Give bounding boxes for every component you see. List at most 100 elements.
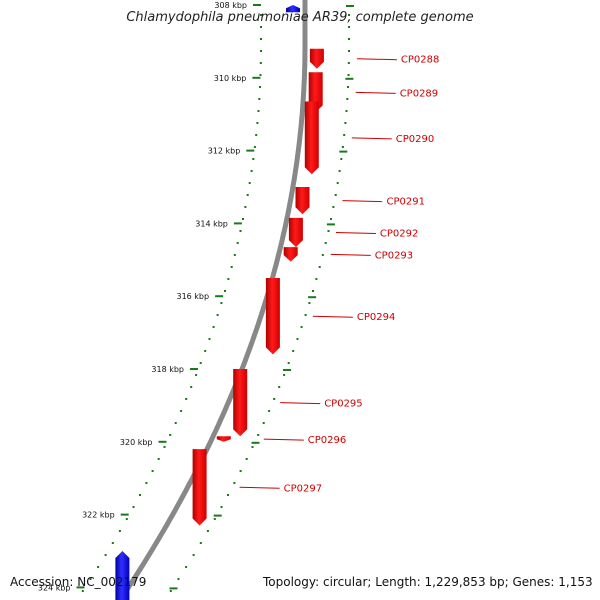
minor-tick-dot [296,338,299,340]
minor-tick-dot [346,98,349,100]
minor-tick-dot [332,206,335,208]
reverse-gene-arrow [233,369,248,437]
gene-label-leader [356,58,397,61]
gene-label: CP0288 [401,55,439,66]
minor-tick-dot [260,26,262,28]
gene-label-leader [312,315,353,318]
minor-tick-dot [242,218,244,220]
minor-tick-dot [244,206,247,208]
minor-tick-dot [259,74,262,76]
minor-tick-dot [233,482,236,484]
minor-tick-dot [315,278,318,280]
map-title: Chlamydophila pneumoniae AR39, complete … [126,10,474,25]
minor-tick-dot [139,494,141,496]
minor-tick-dot [253,146,256,148]
gene-label: CP0289 [400,88,438,99]
ruler-tick-label: 310 kbp [214,74,247,83]
minor-tick-dot [169,434,172,436]
minor-tick-dot [169,590,172,592]
minor-tick-dot [252,158,255,160]
minor-tick-dot [212,326,215,328]
minor-tick-dot [251,446,254,448]
minor-tick-dot [204,350,207,352]
minor-tick-dot [345,110,348,112]
ruler-tick-label: 308 kbp [214,1,247,10]
minor-tick-dot [292,350,295,352]
minor-tick-dot [321,254,324,256]
minor-tick-dot [304,314,307,316]
minor-tick-dot [145,482,148,484]
minor-tick-dot [334,194,337,196]
reverse-gene-arrow [216,436,231,442]
minor-tick-dot [330,218,332,220]
minor-tick-dot [177,578,180,580]
minor-tick-dot [341,146,344,148]
minor-tick-dot [199,362,202,364]
accession-label: Accession: NC_002179 [10,575,147,589]
gene-label-leader [351,137,392,140]
minor-tick-dot [213,518,216,520]
minor-tick-dot [97,566,100,568]
minor-tick-dot [348,26,350,28]
minor-tick-dot [318,266,321,268]
minor-tick-dot [327,230,330,232]
minor-tick-dot [258,98,261,100]
minor-tick-dot [239,230,242,232]
gene-label: CP0296 [308,435,346,446]
minor-tick-dot [180,410,183,412]
minor-tick-dot [348,50,350,52]
ruler-tick-label: 320 kbp [120,438,153,447]
minor-tick-dot [239,470,242,472]
minor-tick-dot [283,374,286,376]
minor-tick-dot [185,566,188,568]
gene-label-leader [280,402,321,405]
minor-tick-dot [245,458,248,460]
minor-tick-dot [308,302,311,304]
minor-tick-dot [300,326,303,328]
gene-label: CP0290 [396,134,434,145]
minor-tick-dot [259,62,262,64]
minor-tick-dot [192,554,195,556]
gene-labels: CP0288 CP0289 CP0290 CP0291 CP0292 CP0293 CP02… [239,55,439,494]
gene-label-leader [263,438,304,441]
forward-gene-arrow [115,551,130,600]
minor-tick-dot [287,362,290,364]
minor-tick-dot [125,518,128,520]
minor-tick-dot [118,530,121,532]
gene-label-leader [330,253,371,256]
gene-label-leader [342,200,383,203]
minor-tick-dot [236,242,239,244]
minor-tick-dot [81,590,84,592]
ruler-tick-label: 312 kbp [208,147,241,156]
minor-tick-dot [256,122,259,124]
minor-tick-dot [220,506,223,508]
gene-features [115,5,324,600]
minor-tick-dot [227,278,230,280]
genome-summary: Topology: circular; Length: 1,229,853 bp… [263,575,593,589]
gene-label: CP0294 [357,312,395,323]
minor-tick-dot [344,122,347,124]
minor-tick-dot [278,386,281,388]
reverse-gene-arrow [295,187,310,215]
gene-label-leader [239,486,280,489]
ruler-ticks: 308 kbp 310 kbp 312 kbp 314 kbp 316 kbp 318 k… [38,1,354,592]
minor-tick-dot [255,134,258,136]
minor-tick-dot [347,74,350,76]
minor-tick-dot [227,494,229,496]
minor-tick-dot [257,110,260,112]
ruler-tick-label: 322 kbp [82,511,115,520]
minor-tick-dot [259,86,261,88]
minor-tick-dot [336,182,339,184]
minor-tick-dot [190,386,193,388]
minor-tick-dot [216,314,219,316]
gene-label: CP0295 [324,399,362,410]
minor-tick-dot [174,422,177,424]
ruler-tick-label: 316 kbp [176,292,209,301]
minor-tick-dot [206,530,209,532]
minor-tick-dot [163,446,166,448]
minor-tick-dot [338,170,341,172]
minor-tick-dot [208,338,211,340]
minor-tick-dot [233,254,236,256]
forward-gene-arrow [286,5,300,13]
